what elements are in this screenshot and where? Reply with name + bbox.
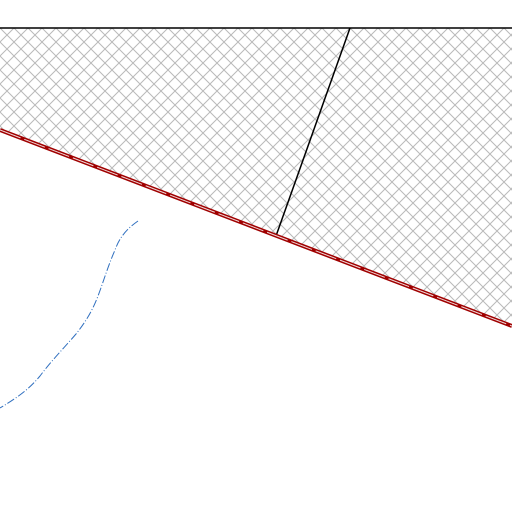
divider-line[interactable] bbox=[275, 27, 351, 237]
stream-line[interactable] bbox=[0, 220, 139, 409]
hatched-area[interactable] bbox=[0, 28, 512, 326]
boundary-line-dashes bbox=[0, 129, 512, 327]
